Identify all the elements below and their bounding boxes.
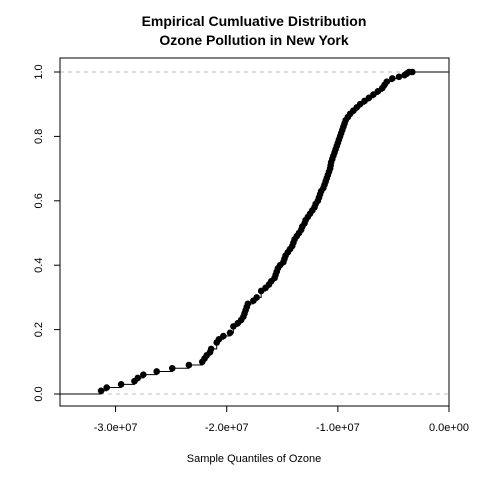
- x-axis: -3.0e+07 -2.0e+07 -1.0e+07 0.0e+00: [94, 406, 469, 434]
- data-point: [207, 345, 215, 353]
- y-tick-label: 0.4: [33, 258, 45, 273]
- ecdf-step-path: [60, 71, 449, 395]
- data-point: [395, 73, 403, 81]
- data-point: [220, 332, 227, 340]
- data-point: [409, 68, 416, 76]
- data-points: [97, 68, 416, 395]
- data-point: [140, 371, 147, 378]
- x-tick-label: -1.0e+07: [316, 422, 360, 434]
- x-tick-label: -3.0e+07: [94, 422, 138, 434]
- data-point: [103, 384, 110, 391]
- x-tick-label: 0.0e+00: [429, 422, 469, 434]
- data-point: [97, 387, 105, 395]
- data-point: [253, 294, 261, 301]
- data-point: [117, 381, 125, 388]
- plot-frame: [59, 57, 450, 407]
- chart-title: Empirical Cumluative Distribution: [142, 13, 367, 29]
- data-point: [389, 75, 396, 82]
- data-point: [134, 374, 142, 382]
- data-point: [226, 329, 234, 337]
- data-point: [153, 368, 160, 375]
- y-tick-label: 0.2: [33, 322, 45, 337]
- y-tick-label: 0.0: [33, 386, 45, 401]
- y-axis: 0.0 0.2 0.4 0.6 0.8 1.0: [33, 64, 60, 402]
- data-point: [244, 300, 252, 308]
- y-tick-label: 0.8: [33, 129, 45, 144]
- x-tick-label: -2.0e+07: [205, 422, 249, 434]
- data-point: [185, 361, 193, 369]
- ecdf-step-line: [60, 71, 449, 395]
- y-tick-label: 1.0: [33, 64, 45, 79]
- chart-subtitle: Ozone Pollution in New York: [159, 32, 348, 48]
- y-tick-label: 0.6: [33, 193, 45, 208]
- data-point: [383, 78, 391, 85]
- x-axis-label: Sample Quantiles of Ozone: [187, 453, 322, 465]
- reference-lines: [60, 71, 449, 395]
- data-point: [168, 364, 176, 372]
